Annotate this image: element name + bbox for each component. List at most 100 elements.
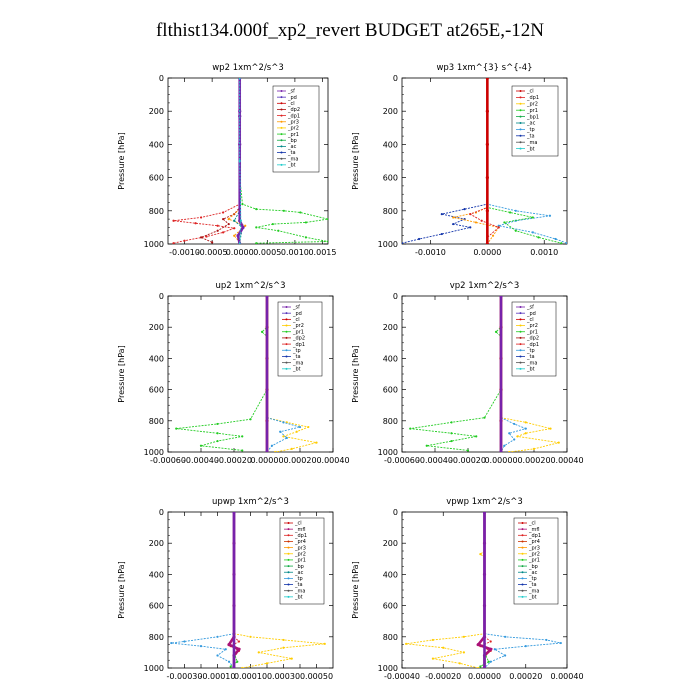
legend-marker [280, 102, 283, 105]
y-tick-label: 800 [383, 207, 398, 216]
data-point [227, 643, 231, 647]
data-point [175, 427, 178, 430]
legend-entry: _cl [294, 521, 302, 527]
data-point [402, 242, 404, 244]
data-point [282, 435, 285, 438]
legend-marker [519, 141, 522, 144]
data-point [513, 438, 516, 441]
legend-marker [280, 157, 283, 160]
legend-entry: _bt [287, 163, 296, 169]
legend-marker [280, 151, 283, 154]
legend-entry: _pd [287, 95, 297, 101]
data-point [315, 441, 318, 444]
data-point [170, 641, 173, 645]
legend-marker [285, 361, 288, 364]
data-point [216, 229, 219, 232]
data-point [452, 216, 455, 219]
y-tick-label: 400 [383, 570, 398, 579]
data-point [485, 78, 489, 80]
x-tick-label: 0.00020 [283, 456, 316, 465]
legend-box [272, 85, 320, 173]
y-tick-label: 0 [393, 292, 398, 301]
data-point [271, 222, 274, 226]
x-tick-label: -0.0005 [197, 248, 228, 257]
legend-marker [521, 583, 524, 586]
x-tick-label: 0.00020 [509, 672, 542, 681]
data-point [549, 427, 552, 430]
legend-marker [287, 540, 290, 543]
data-point [282, 638, 285, 642]
legend-entry: _pd [526, 311, 536, 317]
series-line-ta [402, 78, 488, 244]
legend-entry: _cl [528, 521, 536, 527]
data-point [450, 432, 453, 435]
legend-entry: _ac [294, 570, 304, 576]
legend: _sf_pd_cl_dp2_dp1_pr3_pr2_pr1_bp_ac_ta_m… [272, 85, 320, 173]
data-point [237, 640, 241, 643]
data-point [452, 222, 455, 226]
legend-marker [519, 122, 522, 124]
data-point [224, 648, 227, 651]
legend-entry: _ma [526, 360, 537, 366]
legend-entry: _mfl [528, 527, 540, 533]
legend-entry: _bt [526, 146, 535, 152]
data-point [257, 651, 260, 654]
data-point [304, 221, 308, 224]
legend-marker [285, 318, 288, 321]
x-tick-label: 0.0000 [473, 248, 501, 257]
data-point [479, 553, 482, 556]
data-point [485, 109, 489, 113]
data-point [482, 666, 487, 668]
data-point [462, 635, 465, 638]
y-tick-label: 200 [383, 323, 398, 332]
data-point [282, 646, 285, 649]
legend-entry: _tp [294, 576, 303, 582]
y-tick-label: 0 [159, 508, 164, 517]
data-point [469, 226, 472, 229]
data-point [227, 222, 230, 226]
data-point [290, 447, 293, 450]
legend-marker [280, 108, 283, 111]
data-point [183, 640, 186, 643]
data-point [238, 78, 241, 80]
y-tick-label: 0 [393, 74, 398, 83]
data-point [298, 425, 302, 429]
legend-marker [521, 558, 524, 561]
data-point [537, 236, 540, 239]
y-tick-label: 400 [383, 140, 398, 149]
data-point [450, 421, 453, 424]
data-point [238, 142, 242, 146]
chart-panel-vp2: vp2 1xm^2/s^3 Pressure [hPa] 0 200 400 600 800… [351, 281, 584, 465]
data-point [222, 231, 225, 234]
legend-entry: _bt [294, 595, 303, 601]
data-point [479, 665, 482, 668]
data-point [489, 640, 492, 643]
legend-entry: _ma [294, 588, 305, 594]
series-line-tp [171, 512, 235, 668]
legend-marker [287, 528, 290, 531]
legend-marker [285, 330, 288, 333]
data-point [462, 651, 465, 654]
y-tick-label: 1000 [144, 240, 164, 249]
legend: _cl_dp1_pr2_pr1_bp1_ac_tp_ta_ma_bt [511, 85, 559, 157]
legend-entry: _pr1 [526, 329, 538, 335]
y-tick-label: 1000 [378, 240, 398, 249]
data-point [233, 219, 236, 222]
data-point [241, 449, 244, 452]
data-point [304, 236, 308, 239]
series-line-dp1 [469, 78, 500, 244]
data-point [216, 224, 219, 227]
y-axis-label: Pressure [hPa] [117, 132, 126, 189]
legend-marker [280, 139, 283, 142]
y-axis-label: Pressure [hPa] [351, 561, 360, 618]
data-point [514, 229, 517, 232]
data-point [255, 208, 258, 211]
legend-marker [287, 552, 290, 555]
data-point [241, 203, 244, 206]
y-tick-label: 800 [383, 417, 398, 426]
x-tick-label: 0.00040 [550, 456, 583, 465]
y-axis-label: Pressure [hPa] [351, 345, 360, 402]
data-point [532, 447, 536, 450]
data-point [229, 665, 232, 668]
data-point [508, 432, 511, 435]
